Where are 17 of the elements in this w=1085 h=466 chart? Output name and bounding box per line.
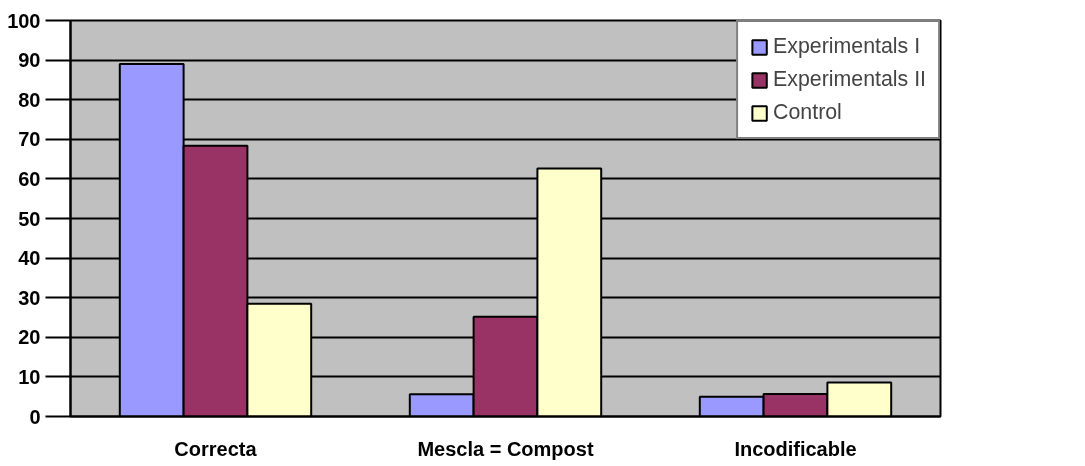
x-tick-label: Correcta — [174, 437, 258, 460]
legend-label: Experimentals I — [773, 34, 921, 59]
y-tick-label: 50 — [18, 207, 41, 230]
y-tick-label: 80 — [18, 88, 41, 111]
y-tick-label: 90 — [18, 49, 41, 72]
y-tick-label: 0 — [29, 405, 41, 428]
y-tick-label: 100 — [7, 9, 41, 32]
y-tick-label: 20 — [18, 326, 41, 349]
y-tick-label: 30 — [18, 286, 41, 309]
y-tick-label: 10 — [18, 365, 41, 388]
y-tick-label: 70 — [18, 128, 41, 151]
legend-label: Control — [773, 100, 842, 125]
y-tick-label: 40 — [18, 247, 41, 270]
y-tick-label: 60 — [18, 167, 41, 190]
legend-label: Experimentals II — [773, 67, 926, 92]
x-tick-label: Mescla = Compost — [417, 437, 594, 460]
x-tick-label: Incodificable — [734, 437, 857, 460]
